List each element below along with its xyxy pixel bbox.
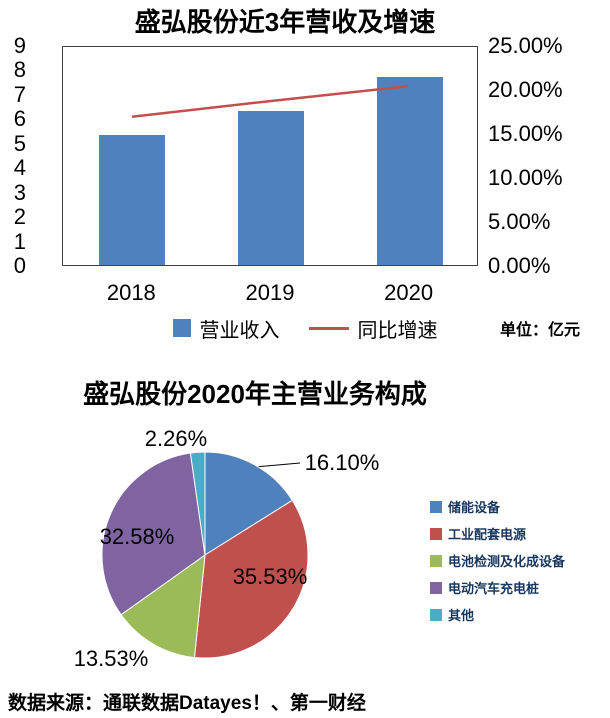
legend-label: 储能设备 xyxy=(448,500,501,515)
growth-legend-swatch xyxy=(308,326,349,330)
bar-chart-legend: 营业收入 同比增速 单位：亿元 xyxy=(0,314,610,342)
pie-chart-body: 16.10% 35.53% 13.53% 32.58% 2.26% 储能设备工业… xyxy=(0,420,610,680)
pie-legend-item-battery-testing: 电池检测及化成设备 xyxy=(430,554,566,569)
left-axis-tick: 4 xyxy=(13,155,26,181)
left-axis-tick: 6 xyxy=(13,106,26,132)
left-axis-tick: 7 xyxy=(13,81,26,107)
left-axis-tick: 3 xyxy=(13,179,26,205)
right-axis-tick: 25.00% xyxy=(488,33,563,58)
pie-slice-battery-testing xyxy=(120,553,206,659)
x-axis-labels: 2018 2019 2020 xyxy=(62,280,478,308)
revenue-bar-2020 xyxy=(376,76,443,265)
revenue-legend-swatch xyxy=(172,319,191,337)
growth-line-path xyxy=(131,85,409,118)
growth-legend-label: 同比增速 xyxy=(357,319,438,342)
unit-note: 单位：亿元 xyxy=(499,322,580,339)
legend-swatch xyxy=(430,608,442,621)
pie-slice-storage-equipment xyxy=(204,451,293,556)
pie-label-other: 2.26% xyxy=(144,426,208,451)
pie-legend: 储能设备工业配套电源电池检测及化成设备 电动汽车充电桩 其他 xyxy=(430,500,565,635)
pie-label-battery-testing: 13.53% xyxy=(73,646,149,671)
pie-slice-other xyxy=(189,451,206,556)
pie-legend-item-other: 其他 xyxy=(430,608,565,623)
legend-swatch xyxy=(430,527,442,540)
revenue-legend-label: 营业收入 xyxy=(199,319,280,342)
left-axis-tick: 9 xyxy=(13,33,26,58)
plot-area xyxy=(62,46,478,266)
pie-label-industrial-power: 35.53% xyxy=(232,564,308,589)
left-axis-tick: 2 xyxy=(13,204,26,230)
right-axis-tick: 20.00% xyxy=(488,77,563,102)
legend-swatch xyxy=(430,554,442,567)
pie-chart-title: 盛弘股份2020年主营业务构成 xyxy=(83,379,427,409)
legend-label: 电动汽车充电桩 xyxy=(448,581,540,596)
left-axis-tick: 8 xyxy=(13,57,26,83)
x-axis-label-2018: 2018 xyxy=(106,280,156,305)
legend-label: 工业配套电源 xyxy=(448,527,527,542)
legend-swatch xyxy=(430,500,442,513)
pie-label-storage-equipment: 16.10% xyxy=(304,450,380,475)
business-composition-chart: 盛弘股份2020年主营业务构成 16.10% 35.53% 13.53% 32.… xyxy=(0,378,610,680)
pie-legend-item-storage-equipment: 储能设备 xyxy=(430,500,565,515)
left-axis-tick: 1 xyxy=(13,228,26,254)
x-axis-label-2019: 2019 xyxy=(245,280,295,305)
revenue-bar-2018 xyxy=(99,135,166,265)
x-axis-label-2020: 2020 xyxy=(384,280,434,305)
legend-label: 其他 xyxy=(448,608,475,623)
revenue-bar-2019 xyxy=(238,111,304,265)
bar-chart-title: 盛弘股份近3年营收及增速 xyxy=(134,7,436,37)
label-leader-line xyxy=(254,462,301,468)
right-axis-tick: 15.00% xyxy=(488,121,563,146)
source-note: 数据来源：通联数据Datayes！、第一财经 xyxy=(8,693,366,714)
pie-legend-item-ev-charging: 电动汽车充电桩 xyxy=(430,581,565,596)
right-axis-tick: 0.00% xyxy=(488,253,551,278)
pie-legend-item-industrial-power: 工业配套电源 xyxy=(430,527,565,542)
legend-label: 电池检测及化成设备 xyxy=(448,554,566,569)
right-axis-tick: 10.00% xyxy=(488,165,563,190)
pie-slice-industrial-power xyxy=(193,499,309,659)
pie-slice-ev-charging xyxy=(101,452,206,616)
legend-swatch xyxy=(430,581,442,594)
pie xyxy=(101,451,309,659)
pie-label-ev-charging: 32.58% xyxy=(99,524,175,549)
growth-line xyxy=(131,85,409,118)
right-y-axis: 0.00% 5.00% 10.00% 15.00% 20.00% 25.00% xyxy=(478,35,610,277)
left-axis-tick: 0 xyxy=(13,253,26,278)
right-axis-tick: 5.00% xyxy=(488,209,551,234)
left-axis-tick: 5 xyxy=(13,130,26,156)
